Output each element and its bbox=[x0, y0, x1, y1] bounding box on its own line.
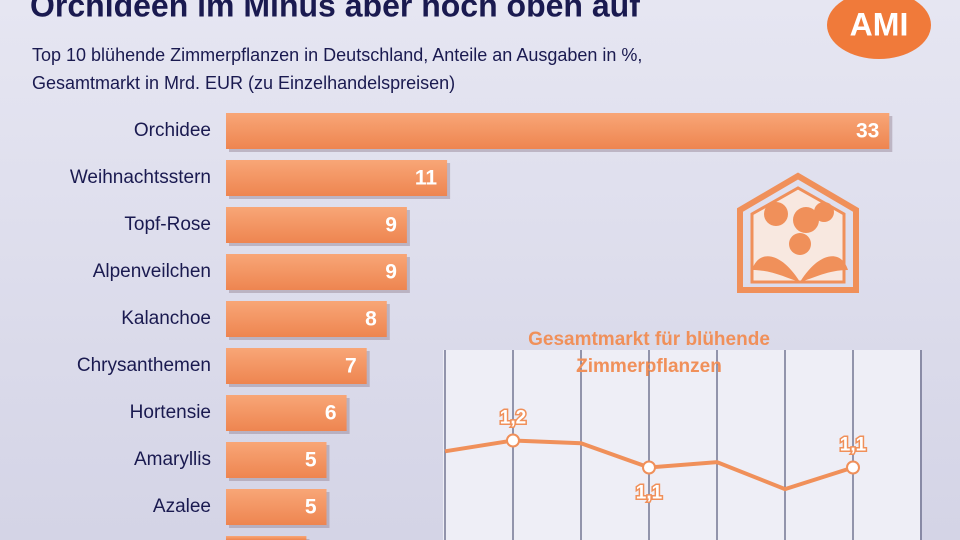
category-label: Orchidee bbox=[134, 120, 211, 141]
category-label: Amaryllis bbox=[134, 449, 211, 470]
value-label: 33 bbox=[856, 120, 879, 143]
value-label: 9 bbox=[385, 261, 397, 284]
category-label: Hortensie bbox=[130, 402, 211, 423]
bar bbox=[226, 113, 890, 149]
bar bbox=[226, 395, 347, 431]
page-title: Orchideen im Minus aber noch oben auf bbox=[30, 0, 640, 23]
bar bbox=[226, 536, 307, 540]
subtitle: Gesamtmarkt in Mrd. EUR (zu Einzelhandel… bbox=[32, 73, 455, 93]
subtitle: Top 10 blühende Zimmerpflanzen in Deutsc… bbox=[32, 45, 642, 65]
category-label: Kalanchoe bbox=[121, 308, 211, 329]
point bbox=[846, 460, 860, 475]
point-label: 1,1 bbox=[636, 483, 663, 504]
point bbox=[506, 433, 520, 448]
category-label: Chrysanthemen bbox=[77, 355, 211, 376]
line-title: Zimmerpflanzen bbox=[576, 356, 722, 377]
value-label: 5 bbox=[305, 496, 317, 519]
bar bbox=[226, 442, 327, 478]
point-label: 1,2 bbox=[500, 408, 526, 429]
bar bbox=[226, 254, 407, 290]
category-label: Azalee bbox=[153, 496, 211, 517]
line-title: Gesamtmarkt für blühende bbox=[528, 329, 770, 350]
bar bbox=[226, 348, 367, 384]
logo-badge bbox=[827, 0, 931, 59]
house-icon bbox=[737, 172, 859, 293]
line-panel bbox=[443, 350, 920, 540]
value-label: 8 bbox=[365, 308, 377, 331]
bar bbox=[226, 160, 448, 196]
value-label: 11 bbox=[415, 167, 438, 190]
value-label: 6 bbox=[325, 402, 337, 425]
category-label: Weihnachtsstern bbox=[70, 167, 211, 188]
point bbox=[642, 460, 656, 475]
bar bbox=[226, 301, 387, 337]
category-label: Alpenveilchen bbox=[93, 261, 211, 282]
category-label: Topf-Rose bbox=[124, 214, 211, 235]
bar bbox=[226, 489, 327, 525]
logo: AMI bbox=[850, 6, 909, 42]
value-label: 9 bbox=[385, 214, 397, 237]
value-label: 7 bbox=[345, 355, 357, 378]
point-label: 1,1 bbox=[840, 435, 867, 456]
bar bbox=[226, 207, 407, 243]
value-label: 5 bbox=[305, 449, 317, 472]
